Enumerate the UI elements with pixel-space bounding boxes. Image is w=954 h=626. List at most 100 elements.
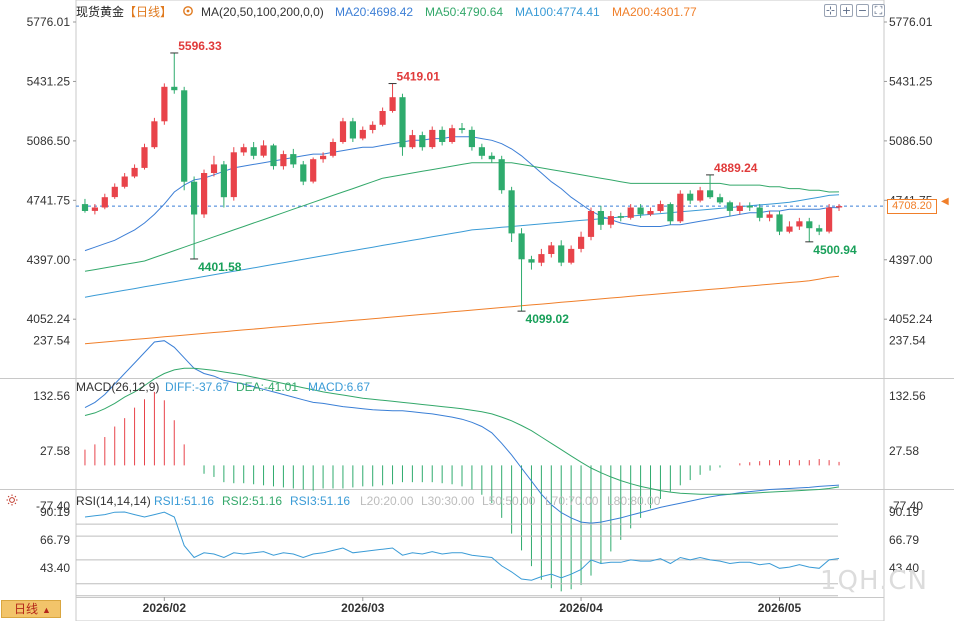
candle[interactable]: [121, 173, 128, 189]
candle[interactable]: [826, 204, 833, 234]
candle[interactable]: [746, 202, 753, 211]
candle[interactable]: [707, 174, 714, 199]
candle[interactable]: [290, 148, 297, 168]
candle[interactable]: [339, 117, 347, 144]
move-icon[interactable]: ⊹: [824, 4, 837, 17]
candle[interactable]: [498, 155, 505, 194]
candle[interactable]: [528, 255, 535, 270]
candle[interactable]: [171, 52, 178, 94]
candle[interactable]: [220, 160, 227, 208]
candle[interactable]: [568, 245, 575, 265]
candle[interactable]: [310, 157, 317, 184]
candle[interactable]: [687, 190, 694, 205]
candle[interactable]: [181, 86, 188, 191]
fullscreen-icon[interactable]: ⛶: [872, 4, 885, 17]
candle[interactable]: [349, 117, 356, 143]
ma20-legend: MA20:4698.42: [335, 5, 413, 19]
candle-body: [766, 214, 773, 218]
candle[interactable]: [578, 231, 585, 253]
candle[interactable]: [379, 107, 386, 127]
macd-dea-legend: DEA:-41.01: [236, 380, 298, 394]
candle[interactable]: [806, 217, 813, 242]
candle-body: [548, 245, 555, 254]
candle[interactable]: [667, 202, 674, 225]
candle[interactable]: [81, 198, 89, 213]
candle[interactable]: [637, 204, 644, 218]
candle[interactable]: [796, 217, 803, 230]
candle[interactable]: [151, 117, 158, 149]
candle[interactable]: [548, 242, 555, 258]
candle-body: [379, 111, 386, 125]
candle[interactable]: [280, 150, 287, 170]
macd-y-tick-left: -77.40: [36, 499, 70, 513]
candle[interactable]: [161, 83, 168, 125]
candle[interactable]: [399, 93, 406, 156]
candle[interactable]: [409, 129, 416, 149]
candle[interactable]: [756, 204, 763, 222]
candle[interactable]: [111, 183, 118, 199]
candle[interactable]: [359, 126, 366, 141]
candle[interactable]: [508, 186, 515, 243]
candle[interactable]: [389, 83, 396, 113]
candle[interactable]: [300, 160, 307, 186]
candle[interactable]: [458, 123, 466, 134]
settings-icon[interactable]: [183, 6, 193, 16]
macd-y-tick-right: 237.54: [889, 334, 926, 348]
candle[interactable]: [429, 126, 436, 149]
candle[interactable]: [597, 205, 604, 230]
candle[interactable]: [230, 147, 237, 201]
candle[interactable]: [647, 207, 654, 217]
candle[interactable]: [836, 204, 843, 211]
candle[interactable]: [607, 210, 614, 229]
candle[interactable]: [369, 121, 376, 134]
candle[interactable]: [726, 200, 733, 217]
candle-body: [240, 147, 247, 153]
zoom-in-icon[interactable]: +: [840, 4, 853, 17]
candle-body: [320, 155, 327, 160]
candle-body: [607, 216, 614, 225]
candle[interactable]: [478, 143, 485, 160]
candle[interactable]: [697, 186, 704, 203]
candle[interactable]: [488, 152, 495, 163]
candle[interactable]: [617, 212, 624, 222]
candle[interactable]: [270, 143, 277, 170]
candle[interactable]: [260, 140, 267, 158]
candle[interactable]: [716, 193, 724, 205]
candle[interactable]: [816, 224, 823, 236]
candle[interactable]: [240, 143, 247, 156]
candle[interactable]: [736, 202, 743, 215]
candle[interactable]: [329, 138, 337, 158]
candle[interactable]: [439, 126, 446, 146]
candle-body: [816, 228, 823, 232]
candle[interactable]: [766, 210, 773, 222]
candle[interactable]: [538, 248, 545, 267]
period-tag[interactable]: 【日线】: [124, 5, 172, 19]
candle[interactable]: [587, 207, 595, 241]
price-annotation: 4401.58: [198, 260, 242, 274]
candle[interactable]: [191, 176, 198, 259]
candle[interactable]: [141, 143, 148, 170]
candle[interactable]: [210, 155, 218, 177]
candle[interactable]: [419, 131, 426, 151]
candle[interactable]: [627, 204, 634, 220]
candle[interactable]: [677, 190, 684, 224]
candle[interactable]: [91, 204, 98, 215]
candle[interactable]: [786, 221, 793, 234]
sun-icon[interactable]: [6, 494, 18, 506]
candle[interactable]: [201, 169, 208, 218]
candle[interactable]: [131, 164, 138, 179]
candle-body: [399, 97, 406, 148]
candle[interactable]: [449, 124, 456, 144]
candle[interactable]: [776, 210, 783, 236]
candle[interactable]: [320, 152, 327, 163]
candle[interactable]: [468, 126, 475, 151]
candle[interactable]: [657, 200, 664, 213]
candle[interactable]: [250, 142, 257, 160]
candle[interactable]: [518, 228, 525, 312]
period-selector-button[interactable]: 日线 ▲: [1, 600, 61, 618]
candle[interactable]: [101, 193, 108, 210]
candle[interactable]: [558, 240, 565, 267]
zoom-out-icon[interactable]: −: [856, 4, 869, 17]
